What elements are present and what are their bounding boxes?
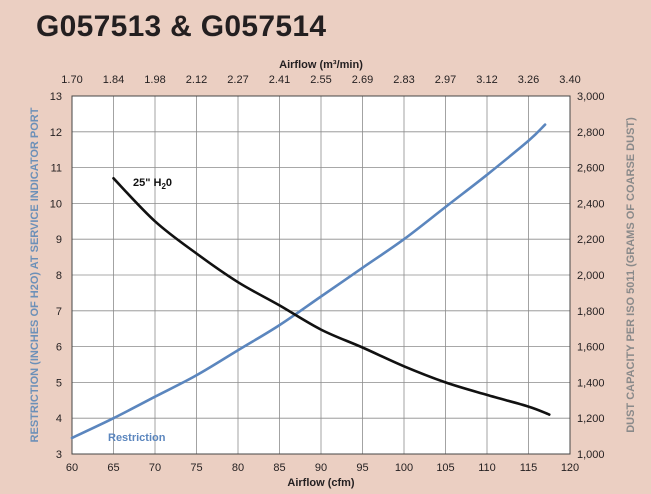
dust-capacity-line bbox=[112, 177, 551, 416]
y-right-tick-label: 1,800 bbox=[577, 306, 605, 318]
x-tick-label: 70 bbox=[149, 462, 161, 474]
x-top-tick-label: 2.27 bbox=[227, 74, 248, 86]
series-lines bbox=[70, 123, 551, 440]
x-tick-label: 75 bbox=[190, 462, 202, 474]
plot-border bbox=[71, 95, 571, 455]
x-top-tick-label: 3.40 bbox=[559, 74, 580, 86]
x-top-tick-label: 2.55 bbox=[310, 74, 331, 86]
y-right-tick-label: 2,400 bbox=[577, 198, 605, 210]
x-top-tick-label: 2.83 bbox=[393, 74, 414, 86]
y-right-tick-label: 3,000 bbox=[577, 91, 605, 103]
black-curve-label: 25" H20 bbox=[133, 177, 172, 191]
blue-curve-label: Restriction bbox=[108, 432, 166, 444]
x-top-tick-label: 1.98 bbox=[144, 74, 165, 86]
x-tick-label: 110 bbox=[478, 462, 496, 474]
grid bbox=[71, 95, 571, 455]
y-left-tick-label: 3 bbox=[56, 449, 62, 461]
x-tick-label: 85 bbox=[273, 462, 285, 474]
y-left-tick-label: 13 bbox=[50, 91, 62, 103]
x-top-tick-label: 3.26 bbox=[518, 74, 539, 86]
x-tick-label: 90 bbox=[315, 462, 327, 474]
x-top-tick-label: 1.70 bbox=[61, 74, 82, 86]
x-top-tick-label: 1.84 bbox=[103, 74, 124, 86]
x-tick-label: 115 bbox=[520, 462, 538, 474]
y-right-tick-label: 2,600 bbox=[577, 163, 605, 175]
left-axis-label: RESTRICTION (INCHES OF H2O) AT SERVICE I… bbox=[29, 107, 41, 442]
x-tick-label: 95 bbox=[356, 462, 368, 474]
x-tick-label: 120 bbox=[561, 462, 579, 474]
y-left-tick-label: 9 bbox=[56, 234, 62, 246]
y-left-tick-label: 12 bbox=[50, 127, 62, 139]
y-left-tick-label: 5 bbox=[56, 377, 62, 389]
bottom-axis-label: Airflow (cfm) bbox=[287, 477, 355, 489]
x-top-tick-label: 3.12 bbox=[476, 74, 497, 86]
y-right-tick-label: 1,000 bbox=[577, 449, 605, 461]
x-top-tick-label: 2.97 bbox=[435, 74, 456, 86]
y-left-tick-label: 11 bbox=[51, 163, 62, 175]
x-tick-label: 80 bbox=[232, 462, 244, 474]
y-left-tick-label: 4 bbox=[56, 413, 62, 425]
right-axis-label: DUST CAPACITY PER ISO 5011 (GRAMS OF COA… bbox=[625, 117, 637, 433]
chart-title: G057513 & G057514 bbox=[36, 10, 327, 43]
x-tick-label: 60 bbox=[66, 462, 78, 474]
restriction-line bbox=[70, 123, 547, 440]
y-right-tick-label: 1,400 bbox=[577, 377, 605, 389]
x-tick-label: 100 bbox=[395, 462, 413, 474]
y-right-tick-label: 2,000 bbox=[577, 270, 605, 282]
y-left-tick-label: 10 bbox=[50, 198, 62, 210]
y-left-tick-label: 7 bbox=[56, 306, 62, 318]
y-right-tick-label: 1,600 bbox=[577, 342, 605, 354]
y-right-tick-label: 1,200 bbox=[577, 413, 605, 425]
y-right-tick-label: 2,200 bbox=[577, 234, 605, 246]
y-left-tick-label: 6 bbox=[56, 342, 62, 354]
y-right-tick-label: 2,800 bbox=[577, 127, 605, 139]
x-top-tick-label: 2.69 bbox=[352, 74, 373, 86]
x-tick-label: 105 bbox=[436, 462, 454, 474]
top-axis-label: Airflow (m³/min) bbox=[279, 59, 363, 71]
x-top-tick-label: 2.41 bbox=[269, 74, 290, 86]
y-left-tick-label: 8 bbox=[56, 270, 62, 282]
x-top-tick-label: 2.12 bbox=[186, 74, 207, 86]
tick-labels: 601.70651.84701.98752.12802.27852.41902.… bbox=[50, 74, 605, 474]
x-tick-label: 65 bbox=[107, 462, 119, 474]
